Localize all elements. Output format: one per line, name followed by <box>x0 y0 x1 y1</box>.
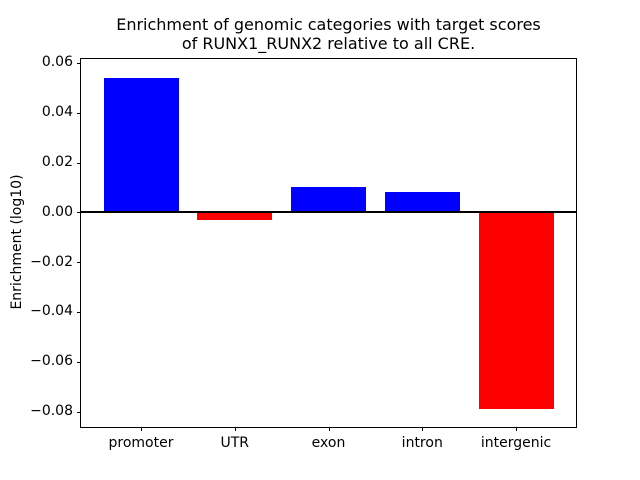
y-tick-mark <box>77 262 81 264</box>
x-tick-mark <box>516 427 517 431</box>
x-tick-label-exon: exon <box>311 435 346 451</box>
bar-intergenic <box>478 212 554 410</box>
y-axis-label: Enrichment (log10) <box>9 174 25 310</box>
x-tick-label-intron: intron <box>401 435 443 451</box>
x-tick-mark <box>234 427 236 431</box>
bar-intron <box>384 192 460 213</box>
plot-area: 0.06 0.04 0.02 0.00 −0.02 −0.04 −0.06 −0.08 prom… <box>30 54 577 451</box>
bar-utr <box>197 212 273 220</box>
chart-title: Enrichment of genomic categories with ta… <box>80 15 577 53</box>
y-tick-label: −0.08 <box>30 403 73 420</box>
x-tick-mark <box>141 427 142 431</box>
y-tick-mark <box>77 212 81 214</box>
y-tick-mark <box>77 361 81 363</box>
y-tick-mark <box>77 311 81 313</box>
y-tick-mark <box>77 162 81 164</box>
y-tick-mark <box>77 411 81 413</box>
x-tick-mark <box>328 427 330 431</box>
y-tick-label: −0.02 <box>30 253 73 270</box>
x-tick-label-intergenic: intergenic <box>480 435 552 451</box>
y-tick-mark <box>77 112 81 114</box>
y-tick-label: −0.04 <box>30 303 73 320</box>
y-tick-mark <box>77 62 81 64</box>
y-tick-label: 0.04 <box>41 104 73 121</box>
y-tick-label: 0.06 <box>41 54 73 71</box>
y-tick-label: 0.02 <box>41 154 73 171</box>
zero-line <box>81 211 576 214</box>
x-tick-mark <box>422 427 424 431</box>
x-tick-label-promoter: promoter <box>108 435 174 451</box>
x-tick-label-utr: UTR <box>220 435 250 451</box>
y-tick-label: −0.06 <box>30 353 73 370</box>
chart-title-line-2: of RUNX1_RUNX2 relative to all CRE. <box>181 34 476 53</box>
bar-exon <box>291 187 366 213</box>
chart-title-line-1: Enrichment of genomic categories with ta… <box>116 15 541 34</box>
bar-promoter <box>103 77 179 213</box>
y-tick-label: 0.00 <box>41 203 73 220</box>
